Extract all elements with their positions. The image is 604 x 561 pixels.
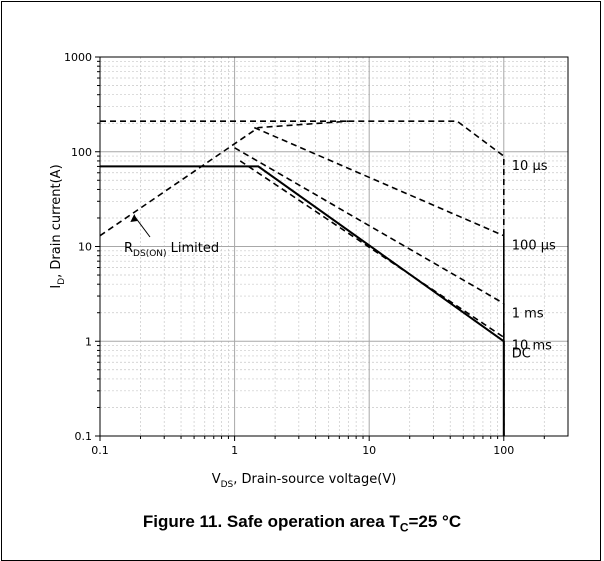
y-tick-label: 1000 [64,51,92,64]
y-tick-label: 1 [85,335,92,348]
annotation-arrowhead [130,214,138,223]
x-axis-label: VDS, Drain-source voltage(V) [212,472,397,490]
caption-suffix: =25 °C [408,512,462,531]
x-tick-label: 0.1 [91,444,109,457]
y-axis-label: ID, Drain current(A) [49,164,67,288]
series-line-10-µs [348,120,505,436]
y-tick-label: 0.1 [75,430,93,443]
caption-subscript: C [399,520,409,535]
x-tick-label: 10 [362,444,376,457]
figure-caption: Figure 11. Safe operation area TC=25 °C [0,512,604,534]
annotation-label: RDS(ON) Limited [124,241,219,259]
x-tick-label: 1 [231,444,238,457]
y-tick-label: 10 [78,241,92,254]
series-line-1-ms [234,147,505,436]
annotation-arrow [133,215,151,238]
curve-label: DC [512,346,531,361]
curve-label: 10 µs [512,159,548,174]
curve-label: 100 µs [512,239,556,254]
series-line-100-µs [253,126,505,436]
curve-label: 10 ms [512,338,552,353]
series-line-DC [100,165,505,436]
caption-prefix: Figure 11. Safe operation area T [142,512,400,531]
curve-label: 1 ms [512,307,544,322]
series-line-boundary-5 [99,120,349,237]
soa-chart: 0.1 1 10 100 0.1 1 10 100 1000 10 µs 100 µs 1 ms 10 … [49,51,569,490]
series-line-10-ms [239,160,505,436]
x-tick-label: 100 [493,444,514,457]
y-tick-label: 100 [71,146,92,159]
